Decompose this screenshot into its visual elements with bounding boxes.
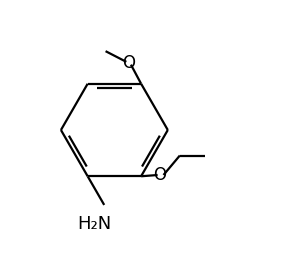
Text: H₂N: H₂N	[77, 215, 111, 233]
Text: O: O	[153, 166, 166, 184]
Text: O: O	[122, 54, 135, 72]
